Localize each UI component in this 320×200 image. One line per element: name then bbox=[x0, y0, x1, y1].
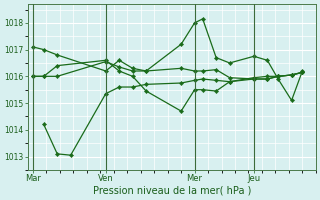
X-axis label: Pression niveau de la mer( hPa ): Pression niveau de la mer( hPa ) bbox=[92, 186, 251, 196]
